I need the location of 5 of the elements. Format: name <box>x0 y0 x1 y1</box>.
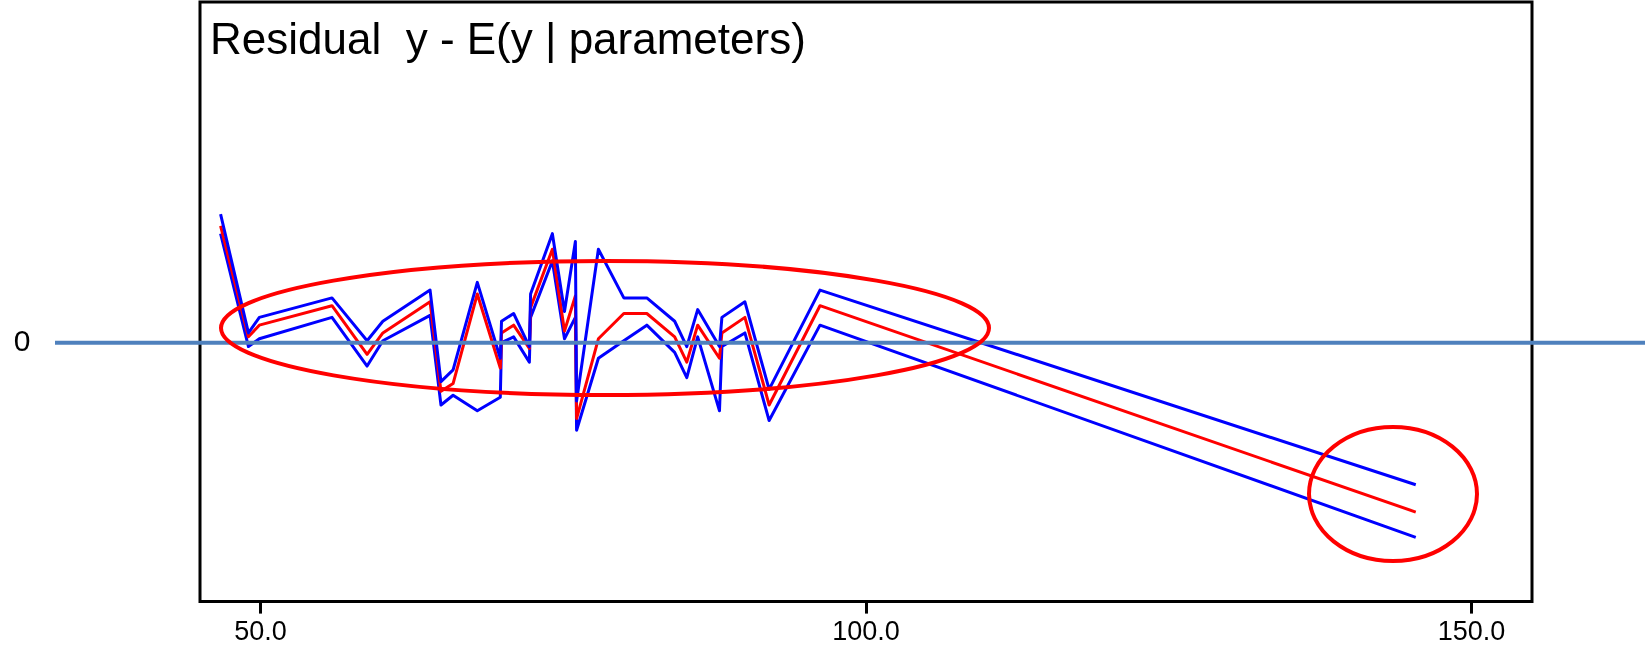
ref-line-label: 0 <box>13 323 31 357</box>
x-tick-label: 50.0 <box>234 616 287 647</box>
x-tick-label: 100.0 <box>832 616 900 647</box>
chart-title: Residual y - E(y | parameters) <box>210 14 806 64</box>
x-tick-label: 150.0 <box>1437 616 1506 647</box>
